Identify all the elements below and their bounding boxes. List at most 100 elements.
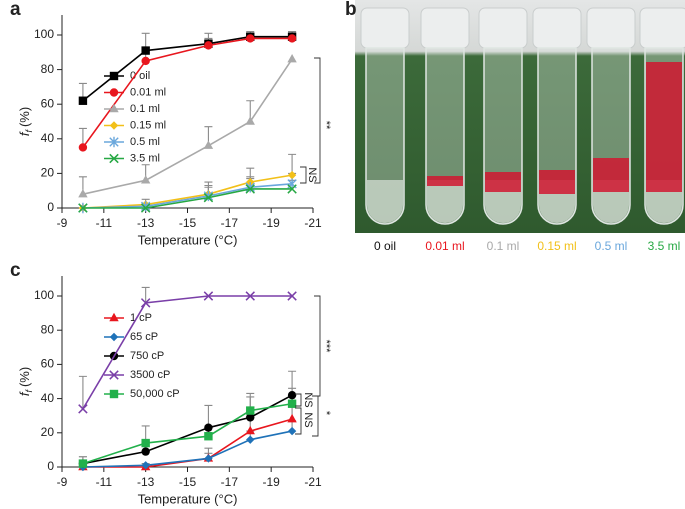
marker: [287, 170, 297, 180]
marker: [78, 459, 88, 468]
y-label-unit: (%): [17, 107, 32, 127]
y-tick-label: 80: [41, 322, 55, 336]
sample-label: 0.1 ml: [487, 239, 520, 253]
marker: [109, 103, 119, 113]
annotation: **: [320, 121, 332, 130]
series-line: [82, 188, 293, 209]
marker: [245, 116, 255, 125]
y-tick-label: 0: [47, 200, 54, 214]
sample-label: 0 oil: [374, 239, 396, 253]
y-tick-label: 60: [41, 357, 55, 371]
x-tick-label: -13: [137, 475, 155, 489]
y-tick-label: 0: [47, 459, 54, 473]
marker: [287, 54, 297, 63]
marker: [140, 203, 151, 213]
y-label-subscript: f: [24, 129, 34, 133]
marker: [204, 41, 213, 50]
x-tick-label: -15: [179, 475, 197, 489]
y-label-symbol: f: [17, 131, 32, 136]
marker: [109, 312, 119, 322]
y-axis-label: ff(%): [17, 107, 34, 136]
marker: [287, 184, 297, 194]
marker: [109, 136, 119, 148]
legend-label: 0.01 ml: [130, 86, 166, 98]
tube-cap: [639, 7, 685, 49]
error-bar: [78, 375, 87, 409]
marker: [287, 413, 297, 423]
marker: [246, 413, 255, 422]
oil-layer: [539, 170, 575, 194]
x-tick-label: -15: [179, 216, 197, 230]
x-tick-label: -19: [262, 216, 280, 230]
tube-liquid: [427, 180, 463, 223]
tube-cap: [532, 7, 582, 49]
tube-cap: [360, 7, 410, 49]
x-axis-label: Temperature (°C): [138, 491, 238, 506]
marker: [109, 370, 119, 380]
sample-label: 3.5 ml: [648, 239, 681, 253]
error-bar: [141, 286, 150, 303]
oil-layer: [427, 176, 463, 186]
y-axis-label: ff(%): [17, 367, 34, 396]
marker: [287, 399, 297, 408]
legend-label: 0 oil: [130, 70, 150, 82]
annotation: *: [320, 411, 332, 416]
marker: [245, 291, 255, 301]
legend-label: 65 cP: [130, 331, 158, 343]
tube: [365, 47, 405, 225]
tube-cap: [478, 7, 528, 49]
x-tick-label: -19: [262, 475, 280, 489]
annotation: NS: [306, 167, 318, 182]
marker: [203, 192, 214, 203]
marker: [245, 184, 255, 194]
marker: [78, 96, 88, 105]
marker: [246, 406, 255, 415]
legend-label: 0.5 ml: [130, 136, 160, 148]
marker: [287, 390, 297, 400]
y-tick-label: 40: [41, 391, 55, 405]
x-tick-label: -17: [221, 475, 239, 489]
y-tick-label: 20: [41, 166, 55, 180]
y-tick-label: 40: [41, 131, 55, 145]
y-tick-label: 60: [41, 96, 55, 110]
series-line: [82, 174, 293, 209]
legend-label: 3500 cP: [130, 369, 170, 381]
series-line: [82, 418, 293, 468]
marker: [141, 447, 150, 456]
marker: [109, 71, 119, 81]
tube-cap: [586, 7, 636, 49]
marker: [203, 140, 214, 149]
tube-liquid: [367, 180, 403, 223]
x-tick-label: -9: [57, 475, 68, 489]
photo: [355, 0, 685, 233]
marker: [203, 291, 214, 301]
y-label-subscript: f: [24, 389, 34, 393]
x-tick-label: -13: [137, 216, 155, 230]
marker: [141, 56, 150, 66]
x-tick-label: -11: [96, 216, 113, 230]
marker: [140, 298, 151, 308]
y-tick-label: 80: [41, 62, 55, 76]
marker: [109, 332, 119, 342]
marker: [78, 203, 88, 213]
y-tick-label: 100: [34, 288, 54, 302]
oil-layer: [646, 62, 682, 192]
x-tick-label: -9: [57, 216, 68, 230]
oil-layer: [485, 172, 521, 192]
legend-label: 0.1 ml: [130, 103, 160, 115]
marker: [204, 454, 213, 463]
annotation: NS: [302, 392, 314, 407]
marker: [141, 46, 150, 55]
y-label-unit: (%): [17, 367, 32, 387]
marker: [78, 404, 88, 414]
annotation: ***: [320, 340, 332, 354]
marker: [246, 435, 255, 444]
x-axis-label: Temperature (°C): [138, 232, 238, 247]
significance-bracket: [295, 393, 302, 407]
significance-bracket: [300, 166, 307, 184]
x-tick-label: -17: [221, 216, 239, 230]
panel-label: c: [10, 260, 21, 281]
x-tick-label: -11: [96, 475, 113, 489]
marker: [109, 153, 119, 164]
